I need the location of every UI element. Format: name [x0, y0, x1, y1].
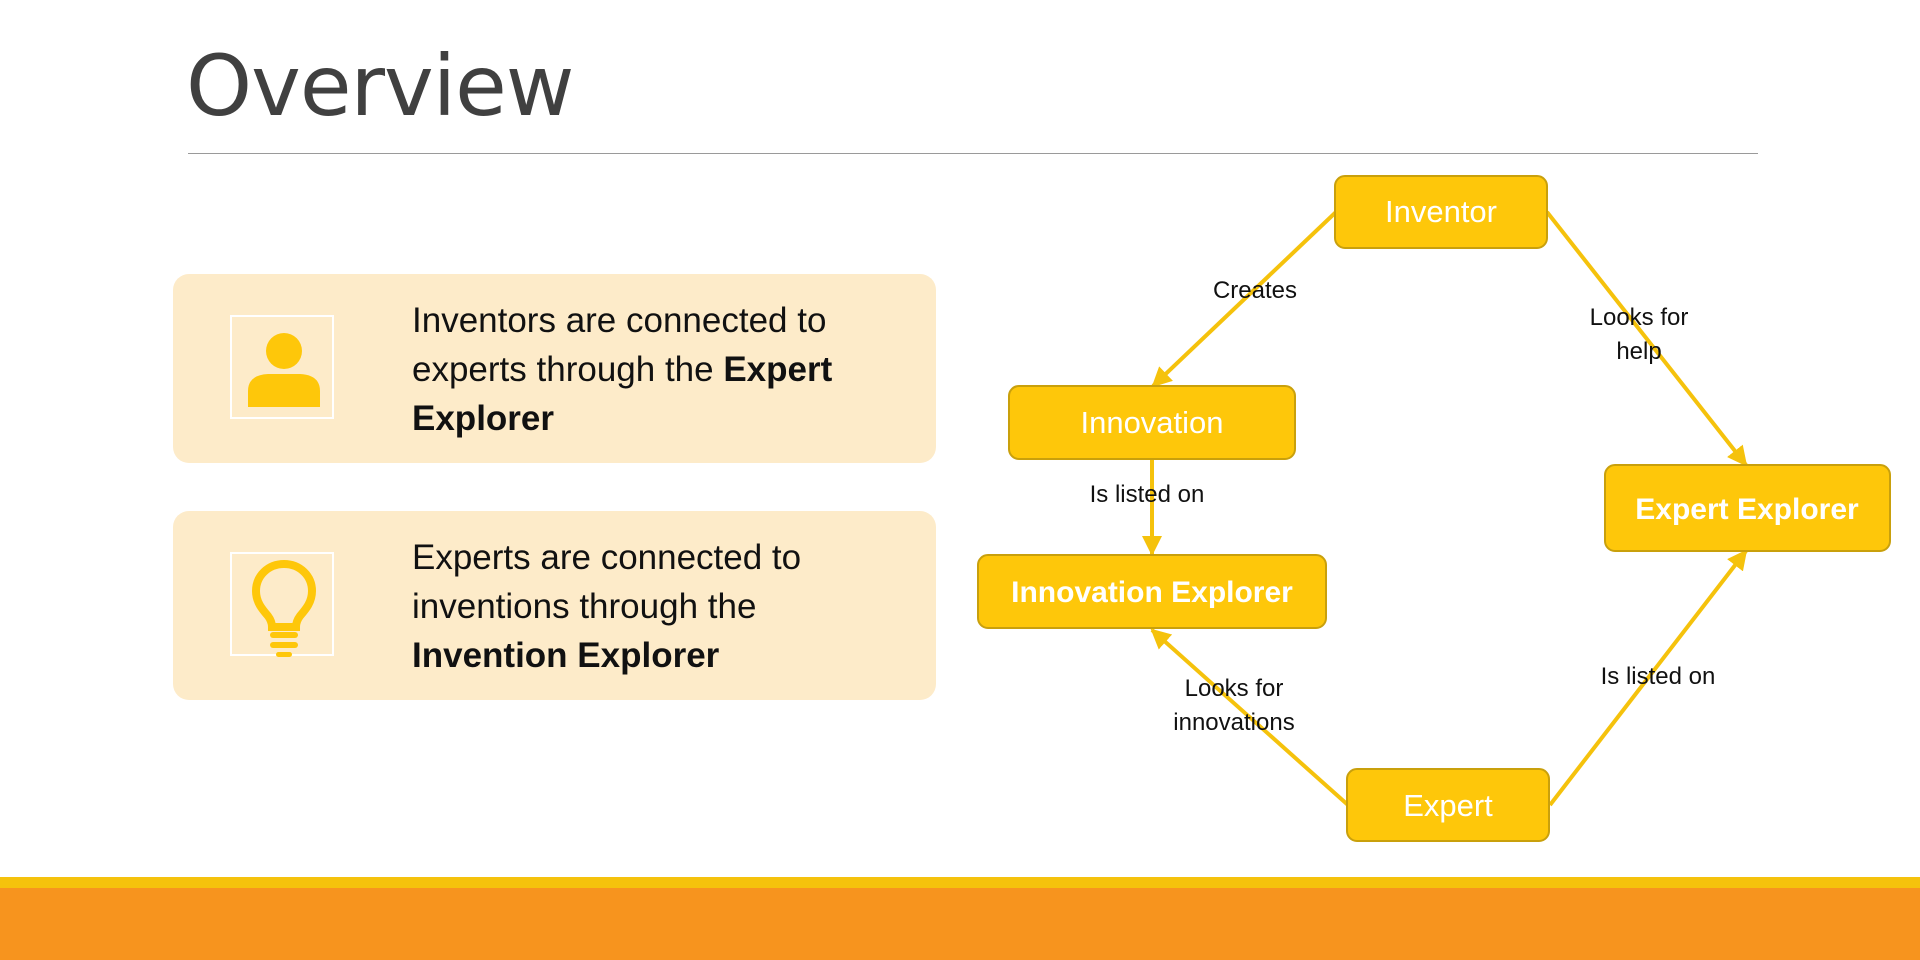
title-divider [188, 153, 1758, 154]
edge-looks-for-help [1545, 210, 1748, 467]
edge-label-looks-for-innovations-line1: Looks for [1185, 675, 1284, 702]
node-innovation-explorer: Innovation Explorer [977, 554, 1327, 629]
svg-text:Inventor: Inventor [1385, 194, 1497, 229]
footer-bar [0, 888, 1920, 960]
svg-text:Innovation: Innovation [1080, 405, 1223, 440]
edge-label-is-listed-on-innovation: Is listed on [1090, 481, 1205, 508]
info-card-inventors: Inventors are connected to experts throu… [173, 274, 936, 463]
svg-text:Expert Explorer: Expert Explorer [1635, 493, 1859, 526]
node-expert-explorer: Expert Explorer [1604, 464, 1891, 552]
edge-label-creates: Creates [1213, 277, 1297, 304]
lightbulb-icon [230, 552, 334, 657]
svg-text:Expert: Expert [1403, 788, 1493, 823]
card-text: Inventors are connected to experts throu… [412, 301, 833, 438]
edge-label-looks-for-help-line2: help [1616, 338, 1661, 365]
edge-label-looks-for-innovations-line2: innovations [1173, 709, 1294, 736]
footer-stripe [0, 877, 1920, 888]
edge-label-is-listed-on-expert: Is listed on [1601, 663, 1716, 690]
edge-label-looks-for-help-line1: Looks for [1590, 304, 1689, 331]
card-text: Experts are connected to inventions thro… [412, 538, 802, 675]
info-card-experts: Experts are connected to inventions thro… [173, 511, 936, 700]
edge-looks-for-innovations [1150, 628, 1350, 807]
edge-creates [1151, 210, 1338, 388]
slide-title: Overview [186, 37, 574, 135]
node-innovation: Innovation [1008, 385, 1296, 460]
edge-is-listed-on-expert [1548, 549, 1748, 807]
svg-text:Innovation Explorer: Innovation Explorer [1011, 576, 1293, 609]
person-icon [230, 315, 334, 419]
node-expert: Expert [1346, 768, 1550, 842]
node-inventor: Inventor [1334, 175, 1548, 249]
